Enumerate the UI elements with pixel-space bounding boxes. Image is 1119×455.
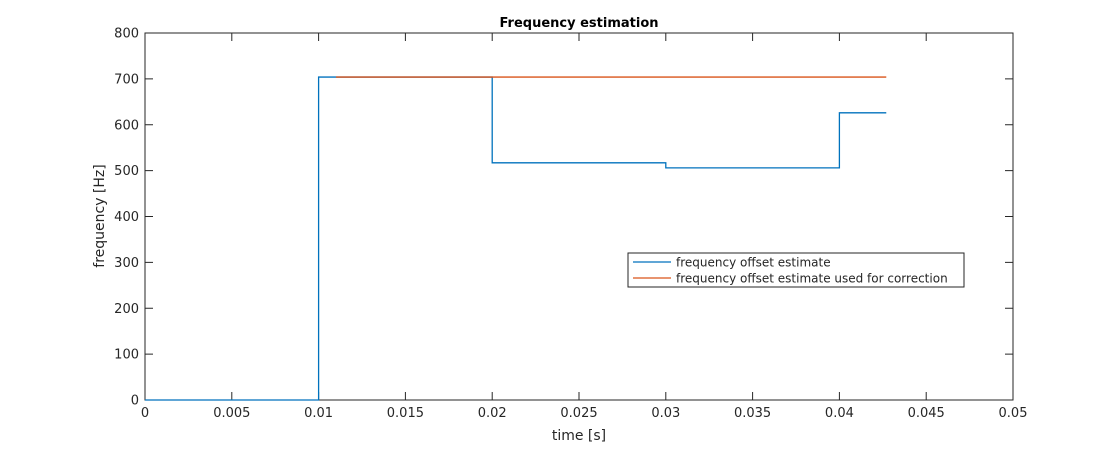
x-tick-label: 0.015 bbox=[387, 406, 424, 421]
y-tick-label: 0 bbox=[131, 394, 139, 409]
x-tick-label: 0.005 bbox=[213, 406, 250, 421]
x-tick-label: 0.04 bbox=[825, 406, 854, 421]
y-tick-label: 600 bbox=[114, 118, 139, 133]
legend: frequency offset estimate frequency offs… bbox=[627, 252, 965, 288]
legend-box bbox=[627, 252, 965, 288]
plot-area bbox=[144, 32, 1014, 401]
x-axis-label: time [s] bbox=[552, 428, 606, 444]
x-tick-label: 0.035 bbox=[734, 406, 771, 421]
x-tick-label: 0.02 bbox=[478, 406, 507, 421]
x-tick-label: 0.01 bbox=[304, 406, 333, 421]
x-tick-label: 0.045 bbox=[908, 406, 945, 421]
y-tick-label: 100 bbox=[114, 348, 139, 363]
x-tick-label: 0.025 bbox=[560, 406, 597, 421]
legend-label-1: frequency offset estimate used for corre… bbox=[676, 272, 948, 286]
x-tick-label: 0.05 bbox=[999, 406, 1028, 421]
x-tick-label: 0.03 bbox=[651, 406, 680, 421]
y-axis-label: frequency [Hz] bbox=[92, 164, 108, 267]
legend-label-0: frequency offset estimate bbox=[676, 256, 831, 270]
chart-title: Frequency estimation bbox=[499, 16, 658, 31]
y-tick-label: 800 bbox=[114, 27, 139, 42]
series-line-0 bbox=[145, 76, 887, 401]
y-tick-label: 700 bbox=[114, 72, 139, 87]
y-tick-label: 200 bbox=[114, 302, 139, 317]
y-tick-label: 300 bbox=[114, 256, 139, 271]
y-tick-label: 500 bbox=[114, 164, 139, 179]
y-tick-label: 400 bbox=[114, 210, 139, 225]
x-tick-label: 0 bbox=[141, 406, 149, 421]
